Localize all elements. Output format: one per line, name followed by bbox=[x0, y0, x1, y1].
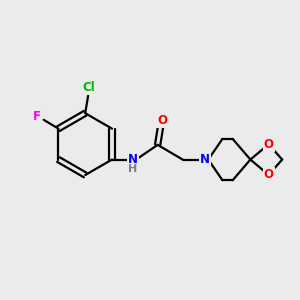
Text: O: O bbox=[264, 138, 274, 151]
Text: N: N bbox=[200, 153, 210, 166]
Text: H: H bbox=[128, 164, 137, 174]
Text: O: O bbox=[157, 114, 167, 127]
Text: F: F bbox=[33, 110, 41, 123]
Text: Cl: Cl bbox=[83, 81, 95, 94]
Text: N: N bbox=[128, 153, 138, 166]
Text: O: O bbox=[264, 168, 274, 182]
